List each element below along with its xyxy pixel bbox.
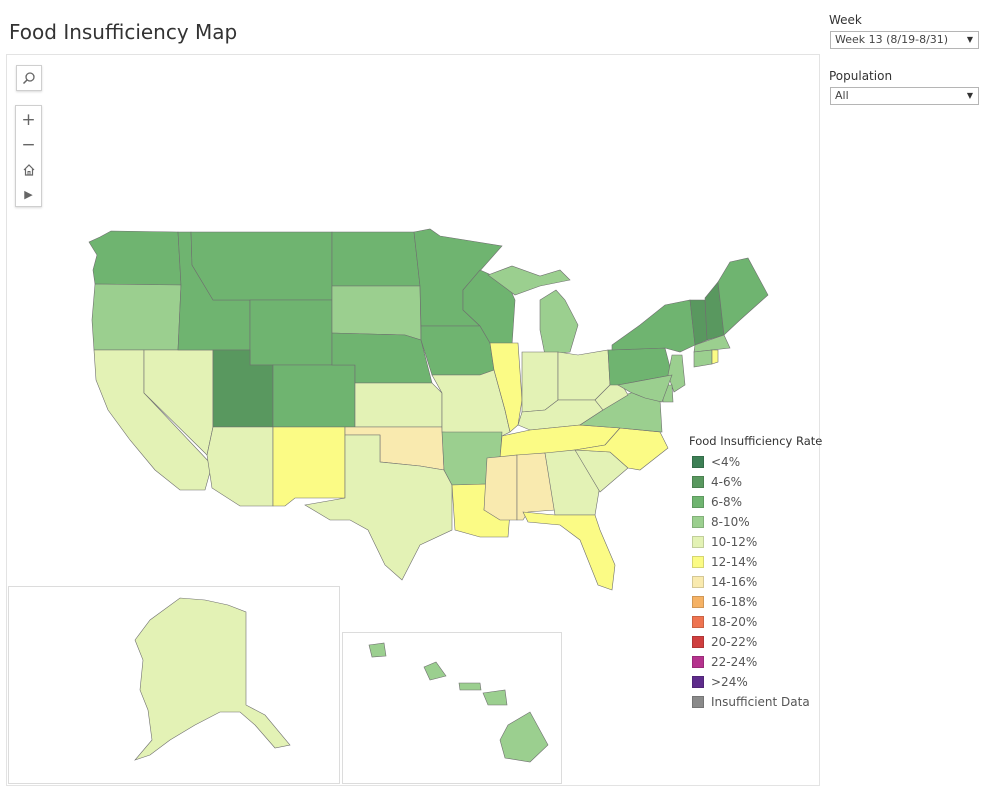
week-select-value: Week 13 (8/19-8/31) — [835, 33, 949, 46]
state-MS[interactable] — [483, 454, 518, 521]
legend: Food Insufficiency Rate <4% 4-6% 6-8% 8-10%… — [689, 434, 822, 712]
legend-swatch — [692, 496, 704, 508]
legend-swatch — [692, 476, 704, 488]
legend-swatch — [692, 636, 704, 648]
state-TX[interactable] — [304, 434, 453, 581]
legend-swatch — [692, 456, 704, 468]
state-OR[interactable] — [91, 283, 182, 351]
legend-items: <4% 4-6% 6-8% 8-10% 10-12% 12-14% 14-16% 16-18%… — [689, 452, 822, 712]
legend-swatch — [692, 696, 704, 708]
state-NY[interactable] — [611, 299, 696, 353]
state-MD[interactable] — [617, 374, 673, 403]
chevron-down-icon: ▼ — [966, 91, 973, 100]
state-IL[interactable] — [489, 342, 523, 433]
legend-label: <4% — [711, 455, 741, 469]
legend-item[interactable]: 4-6% — [689, 472, 822, 492]
chevron-down-icon: ▼ — [966, 35, 973, 44]
state-AZ[interactable] — [206, 426, 274, 507]
legend-item[interactable]: 10-12% — [689, 532, 822, 552]
state-WA[interactable] — [88, 230, 182, 286]
legend-item[interactable]: 6-8% — [689, 492, 822, 512]
state-MI-UP[interactable] — [487, 265, 571, 296]
legend-label: 18-20% — [711, 615, 758, 629]
legend-label: 8-10% — [711, 515, 750, 529]
legend-item[interactable]: 16-18% — [689, 592, 822, 612]
legend-swatch — [692, 516, 704, 528]
legend-label: 10-12% — [711, 535, 758, 549]
state-IA[interactable] — [420, 325, 495, 376]
week-select[interactable]: Week 13 (8/19-8/31) ▼ — [830, 31, 979, 49]
legend-item[interactable]: 8-10% — [689, 512, 822, 532]
legend-item[interactable]: 22-24% — [689, 652, 822, 672]
state-CO[interactable] — [272, 364, 356, 428]
week-filter-label: Week — [829, 13, 862, 27]
home-button[interactable] — [16, 158, 41, 181]
page-title: Food Insufficiency Map — [9, 20, 238, 44]
state-HI[interactable] — [499, 711, 549, 763]
population-select[interactable]: All ▼ — [830, 87, 979, 105]
legend-item[interactable]: <4% — [689, 452, 822, 472]
search-button[interactable] — [16, 65, 42, 91]
legend-swatch — [692, 616, 704, 628]
legend-item[interactable]: >24% — [689, 672, 822, 692]
pan-mode-button[interactable]: ▶ — [24, 188, 33, 201]
state-KS[interactable] — [354, 382, 443, 428]
state-MI[interactable] — [539, 289, 579, 356]
state-HI-molokai[interactable] — [458, 682, 482, 691]
search-icon — [22, 72, 35, 85]
zoom-in-button[interactable]: + — [21, 109, 36, 130]
legend-swatch — [692, 596, 704, 608]
legend-item[interactable]: 14-16% — [689, 572, 822, 592]
state-IN[interactable] — [521, 351, 559, 413]
state-HI-kauai[interactable] — [368, 642, 387, 658]
legend-swatch — [692, 576, 704, 588]
legend-label: Insufficient Data — [711, 695, 810, 709]
legend-label: 16-18% — [711, 595, 758, 609]
map-viewport[interactable] — [6, 54, 820, 786]
legend-swatch — [692, 536, 704, 548]
legend-title: Food Insufficiency Rate — [689, 434, 823, 448]
state-FL[interactable] — [522, 511, 616, 591]
state-AK[interactable] — [134, 597, 291, 761]
state-ME[interactable] — [717, 257, 769, 336]
state-NM[interactable] — [272, 426, 346, 507]
map-zoom-controls: + − ▶ — [15, 105, 42, 207]
population-filter-label: Population — [829, 69, 893, 83]
state-RI[interactable] — [711, 349, 719, 365]
state-NJ[interactable] — [667, 354, 686, 393]
state-WY[interactable] — [249, 299, 333, 366]
state-HI-oahu[interactable] — [423, 661, 447, 681]
legend-label: >24% — [711, 675, 748, 689]
home-icon — [23, 163, 34, 176]
legend-item[interactable]: 18-20% — [689, 612, 822, 632]
legend-swatch — [692, 676, 704, 688]
legend-label: 14-16% — [711, 575, 758, 589]
legend-item[interactable]: 12-14% — [689, 552, 822, 572]
legend-label: 4-6% — [711, 475, 743, 489]
state-CT[interactable] — [693, 349, 713, 368]
state-ND[interactable] — [331, 231, 421, 287]
state-MT[interactable] — [190, 231, 333, 301]
legend-label: 22-24% — [711, 655, 758, 669]
state-MA[interactable] — [693, 334, 731, 353]
zoom-out-button[interactable]: − — [21, 134, 36, 155]
state-HI-maui[interactable] — [482, 689, 508, 706]
legend-item[interactable]: 20-22% — [689, 632, 822, 652]
legend-item[interactable]: Insufficient Data — [689, 692, 822, 712]
legend-label: 20-22% — [711, 635, 758, 649]
legend-swatch — [692, 656, 704, 668]
legend-label: 12-14% — [711, 555, 758, 569]
population-select-value: All — [835, 89, 849, 102]
legend-swatch — [692, 556, 704, 568]
legend-label: 6-8% — [711, 495, 743, 509]
state-SD[interactable] — [331, 285, 422, 341]
